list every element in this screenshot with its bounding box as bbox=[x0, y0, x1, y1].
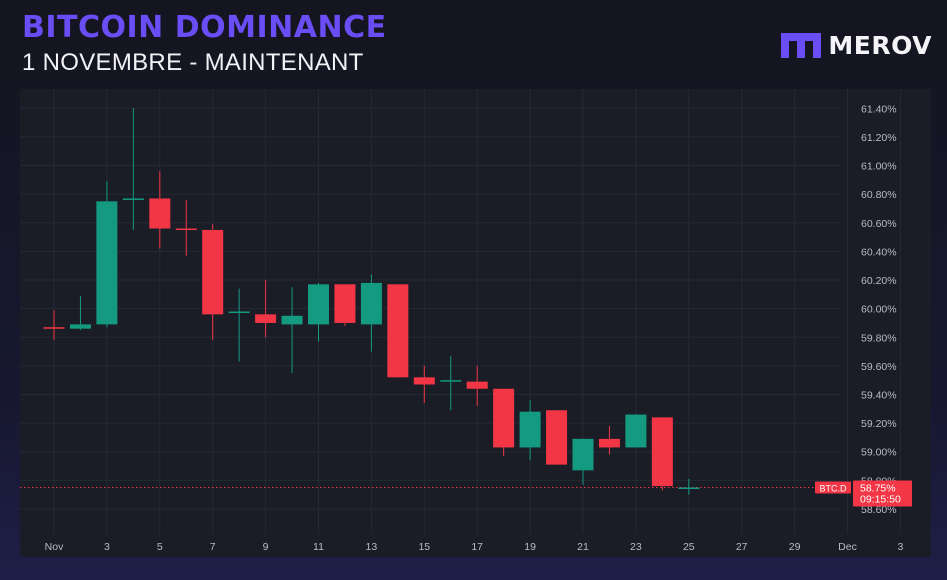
candle-body bbox=[360, 282, 382, 325]
x-tick-label: 3 bbox=[104, 541, 110, 553]
price-tag-group: BTC.D 58.75%09:15:50 bbox=[815, 480, 912, 507]
price-tag: BTC.D 58.75%09:15:50 bbox=[815, 480, 912, 507]
x-tick-label: 15 bbox=[418, 541, 430, 553]
y-tick-label: 60.80% bbox=[861, 189, 897, 201]
candle bbox=[281, 287, 303, 374]
candle bbox=[678, 478, 700, 495]
timer-tag-label: 09:15:50 bbox=[860, 494, 901, 506]
symbol-tag-label: BTC.D bbox=[820, 484, 848, 494]
candle-body bbox=[69, 324, 91, 329]
candle-body bbox=[651, 417, 673, 487]
candle-body bbox=[255, 314, 277, 323]
grid-lines bbox=[20, 89, 901, 534]
candle bbox=[572, 438, 594, 485]
candle bbox=[96, 181, 118, 328]
x-tick-label: 13 bbox=[366, 541, 378, 553]
candle bbox=[149, 171, 171, 249]
x-tick-label: 21 bbox=[577, 541, 589, 553]
brand-logo: MEROV bbox=[781, 31, 932, 60]
y-tick-label: 59.60% bbox=[861, 361, 897, 373]
candle bbox=[651, 417, 673, 491]
candle bbox=[625, 414, 647, 448]
y-tick-label: 60.60% bbox=[861, 218, 897, 230]
value-tag bbox=[853, 480, 912, 507]
candle-body bbox=[546, 410, 568, 465]
candle bbox=[255, 280, 277, 338]
candle-body bbox=[202, 229, 224, 315]
page-subtitle: 1 NOVEMBRE - MAINTENANT bbox=[22, 49, 364, 76]
candle-body bbox=[308, 284, 329, 325]
candle-body bbox=[122, 198, 144, 200]
candle bbox=[228, 288, 250, 362]
candle bbox=[493, 388, 515, 457]
candle bbox=[122, 108, 144, 230]
candle-body bbox=[466, 381, 488, 389]
x-tick-label: 23 bbox=[630, 541, 642, 553]
candle bbox=[308, 282, 329, 342]
x-tick-label: 17 bbox=[471, 541, 483, 553]
candle-body bbox=[519, 411, 541, 448]
brand-name: MEROV bbox=[828, 31, 932, 60]
x-tick-label: 5 bbox=[157, 541, 163, 553]
candle bbox=[519, 400, 541, 461]
x-tick-label: 29 bbox=[789, 541, 801, 553]
candle bbox=[202, 224, 224, 341]
candle-body bbox=[281, 315, 303, 325]
x-tick-label: 7 bbox=[210, 541, 216, 553]
candle bbox=[387, 284, 409, 378]
y-tick-label: 58.60% bbox=[861, 504, 897, 516]
value-tag-label: 58.75% bbox=[860, 483, 896, 495]
x-tick-label: 19 bbox=[524, 541, 536, 553]
y-tick-label: 60.20% bbox=[861, 275, 897, 287]
candle-body bbox=[334, 284, 356, 323]
candle-body bbox=[440, 380, 462, 382]
symbol-tag bbox=[815, 481, 851, 494]
x-tick-label: 27 bbox=[736, 541, 748, 553]
candle bbox=[466, 365, 488, 406]
candles bbox=[43, 108, 700, 495]
candle-body bbox=[625, 414, 647, 448]
candle bbox=[360, 274, 382, 352]
y-tick-label: 60.00% bbox=[861, 304, 897, 316]
chart-panel[interactable]: 61.40% 61.20% 61.00% 60.80% 60.60% 60.40% 60.2… bbox=[20, 89, 931, 557]
merov-logo-icon bbox=[781, 33, 822, 58]
y-tick-label: 59.20% bbox=[861, 418, 897, 430]
candle bbox=[175, 199, 197, 256]
x-axis: Nov 3 5 7 9 11 13 15 17 19 21 23 25 27 29 Dec 3 bbox=[45, 541, 904, 553]
x-tick-label: 11 bbox=[313, 541, 324, 553]
candle-body bbox=[493, 388, 515, 448]
candle-body bbox=[175, 228, 197, 230]
candle-body bbox=[413, 377, 435, 385]
candlestick-chart[interactable]: 61.40% 61.20% 61.00% 60.80% 60.60% 60.40% 60.2… bbox=[20, 89, 931, 557]
y-axis: 61.40% 61.20% 61.00% 60.80% 60.60% 60.40% 60.2… bbox=[861, 103, 897, 516]
y-tick-label: 61.20% bbox=[861, 132, 897, 144]
candle-body bbox=[678, 487, 700, 490]
y-tick-label: 61.00% bbox=[861, 161, 897, 173]
candle bbox=[69, 295, 91, 331]
candle-body bbox=[43, 327, 65, 329]
x-tick-label: 9 bbox=[263, 541, 269, 553]
candle-body bbox=[149, 198, 171, 229]
candle bbox=[440, 355, 462, 411]
x-tick-label: 3 bbox=[897, 541, 903, 553]
candle bbox=[598, 425, 620, 455]
y-tick-label: 59.40% bbox=[861, 390, 897, 402]
candle-body bbox=[387, 284, 409, 378]
candle-body bbox=[572, 438, 594, 471]
candle bbox=[413, 365, 435, 404]
page-title: BITCOIN DOMINANCE bbox=[22, 10, 387, 45]
y-tick-label: 59.00% bbox=[861, 447, 897, 459]
candle-body bbox=[96, 201, 118, 325]
candle-body bbox=[228, 311, 250, 313]
candle-body bbox=[598, 438, 620, 448]
candle bbox=[334, 284, 356, 326]
y-tick-label: 59.80% bbox=[861, 332, 897, 344]
y-tick-label: 61.40% bbox=[861, 103, 897, 115]
x-tick-label: Nov bbox=[45, 541, 64, 553]
x-tick-label: Dec bbox=[838, 541, 857, 553]
candle bbox=[546, 410, 568, 465]
y-tick-label: 60.40% bbox=[861, 246, 897, 258]
x-tick-label: 25 bbox=[683, 541, 695, 553]
candle bbox=[43, 310, 65, 341]
